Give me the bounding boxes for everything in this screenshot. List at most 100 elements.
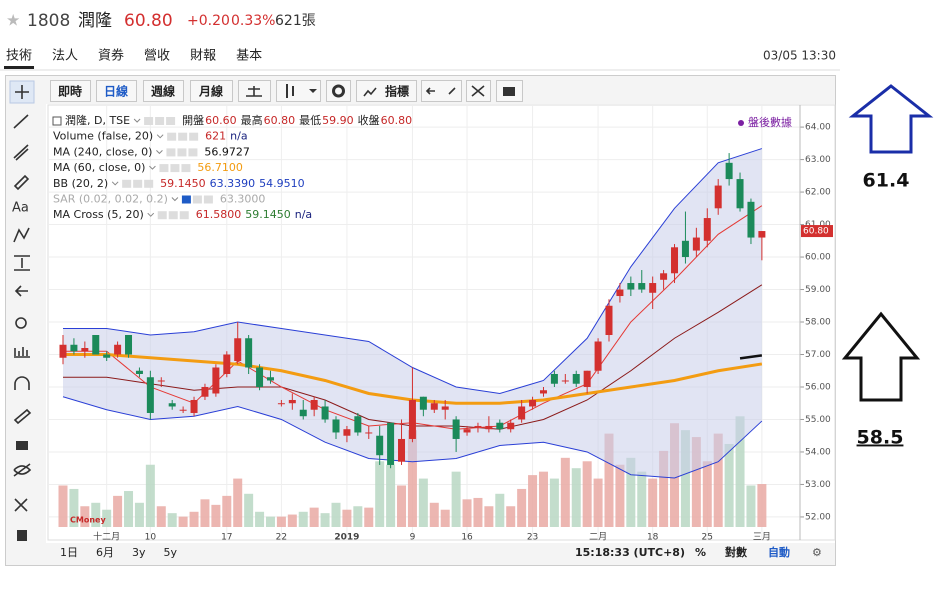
ohlc-value: 59.90	[322, 114, 354, 127]
dropdown-icon	[156, 134, 164, 139]
range-button[interactable]: 5y	[164, 546, 178, 559]
volume-bar	[342, 509, 352, 527]
legend-icon[interactable]	[188, 148, 198, 157]
change: +0.20	[187, 13, 230, 29]
indicator-icon	[363, 87, 377, 97]
pen-tool[interactable]	[13, 408, 32, 425]
tab[interactable]: 財報	[190, 49, 216, 64]
fib-tool[interactable]	[13, 144, 29, 161]
legend-icon[interactable]	[177, 148, 187, 157]
tab[interactable]: 技術	[6, 49, 32, 64]
candle-body	[627, 283, 635, 290]
legend-icon[interactable]	[144, 117, 154, 125]
legend-icon[interactable]	[167, 132, 177, 141]
volume-bar	[353, 506, 363, 527]
candle-body	[736, 179, 744, 209]
legend-icon[interactable]	[168, 211, 178, 220]
legend-icon[interactable]	[122, 179, 132, 188]
candle-body	[365, 432, 373, 434]
legend-icon[interactable]	[159, 164, 169, 173]
legend-icon[interactable]	[179, 211, 189, 220]
legend-icon[interactable]	[192, 195, 202, 204]
toolbar-button[interactable]	[190, 80, 233, 102]
volume-bar	[680, 430, 690, 527]
settings-tool[interactable]	[14, 498, 28, 512]
volume-bar	[440, 509, 450, 527]
measure-tool[interactable]	[14, 255, 30, 271]
dropdown-icon	[111, 181, 119, 186]
option-button[interactable]: 自動	[768, 545, 790, 559]
y-tick-label: 55.00	[805, 415, 831, 425]
tab[interactable]: 基本	[236, 49, 262, 64]
back-tool[interactable]	[14, 285, 28, 297]
drawing-tools: Aa	[9, 80, 35, 541]
trash-tool[interactable]	[17, 530, 27, 541]
legend-icon[interactable]	[170, 164, 180, 173]
brush-tool[interactable]	[13, 174, 30, 191]
legend-icon[interactable]	[133, 179, 143, 188]
text-tool[interactable]: Aa	[12, 201, 29, 216]
range-button[interactable]: 6月	[96, 546, 114, 559]
indicator-button[interactable]	[356, 80, 417, 102]
legend-icon[interactable]	[178, 132, 188, 141]
range-button[interactable]: 3y	[132, 546, 146, 559]
legend-icon[interactable]	[181, 195, 191, 204]
candle-body	[398, 438, 406, 462]
indicator-value: n/a	[295, 208, 312, 221]
tab[interactable]: 營收	[144, 49, 170, 64]
candle-body	[332, 419, 340, 433]
y-tick-label: 58.00	[805, 318, 831, 328]
option-button[interactable]: %	[695, 546, 706, 559]
magnet-tool[interactable]	[14, 376, 30, 390]
lock-tool[interactable]	[16, 441, 28, 450]
line-tool[interactable]	[13, 114, 29, 129]
settings-gear[interactable]: ⚙	[812, 546, 822, 559]
collapse-icon	[52, 116, 62, 126]
bars-tool[interactable]	[14, 347, 30, 358]
zoom-tool[interactable]	[15, 317, 27, 329]
toolbar-button[interactable]	[143, 80, 184, 102]
datetime: 03/05 13:30	[763, 49, 836, 63]
range-button[interactable]: 1日	[60, 546, 78, 559]
indicator-value: 61.5800	[196, 208, 242, 221]
tab[interactable]: 法人	[52, 49, 78, 64]
legend-icon[interactable]	[166, 148, 176, 157]
legend-icon[interactable]	[181, 164, 191, 173]
legend-icon[interactable]	[166, 117, 176, 125]
volume-bar	[189, 511, 199, 527]
indicator-line	[739, 354, 763, 360]
up-arrow-blue	[848, 84, 934, 154]
x-tick-label: 二月	[589, 532, 607, 543]
volume-bar	[659, 450, 669, 527]
legend-icon[interactable]	[144, 179, 154, 188]
undo-icon	[425, 87, 456, 95]
legend-icon[interactable]	[189, 132, 199, 141]
indicator-value: 56.7100	[197, 161, 243, 174]
candle-body	[518, 406, 526, 420]
toolbar-button[interactable]	[50, 80, 91, 102]
x-tick-label: 22	[276, 533, 287, 543]
undo-redo[interactable]	[421, 80, 462, 102]
price: 60.80	[124, 11, 173, 31]
pattern-tool[interactable]	[13, 227, 30, 243]
dropdown-icon	[309, 89, 317, 93]
ohlc-label: 最低	[299, 114, 321, 127]
legend-icon[interactable]	[157, 211, 167, 220]
candle-body	[59, 344, 67, 358]
x-tick-label: 23	[527, 533, 538, 543]
candle-body	[692, 237, 700, 251]
settings-button[interactable]	[326, 80, 351, 102]
option-button[interactable]: 對數	[725, 545, 747, 559]
candle-body	[463, 429, 471, 433]
indicator-name: MA Cross (5, 20)	[53, 208, 144, 221]
legend-icon[interactable]	[203, 195, 213, 204]
toolbar-button[interactable]	[96, 80, 137, 102]
tab[interactable]: 資券	[98, 48, 124, 64]
volume-bar	[648, 478, 658, 527]
gear-icon	[332, 84, 345, 98]
candle-body	[376, 435, 384, 456]
star-icon[interactable]: ★	[6, 11, 20, 30]
hide-tool[interactable]	[13, 463, 32, 477]
legend-icon[interactable]	[155, 117, 165, 125]
volume-bar	[211, 504, 221, 527]
